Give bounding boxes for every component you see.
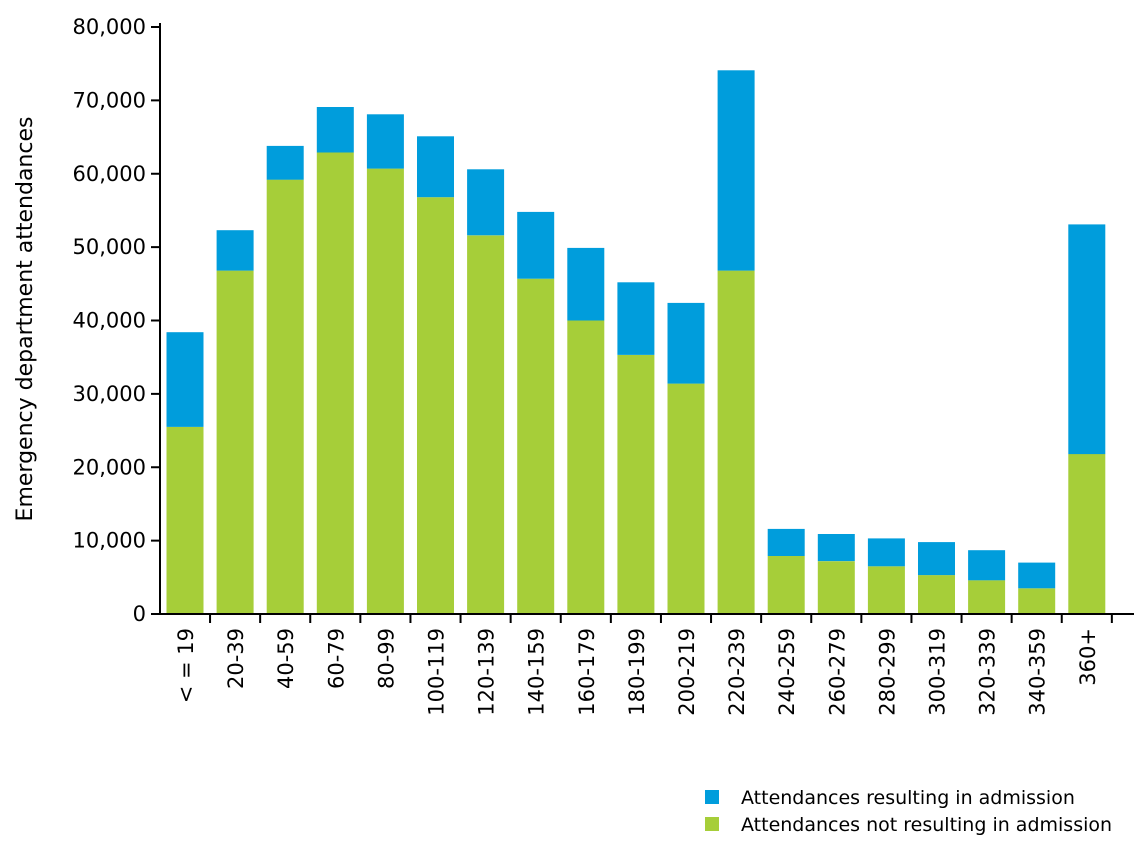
bar-admitted-14 [867, 538, 905, 567]
x-tick-label: 40-59 [274, 628, 298, 689]
x-tick-label: 360+ [1076, 628, 1100, 686]
x-tick-label: 300-319 [926, 628, 950, 716]
bar-admitted-6 [467, 169, 505, 236]
bar-admitted-1 [216, 230, 254, 271]
y-tick-label: 80,000 [73, 15, 146, 39]
bar-not-admitted-17 [1018, 588, 1056, 614]
legend-label: Attendances not resulting in admission [741, 814, 1112, 836]
bar-admitted-15 [918, 542, 955, 576]
y-tick-label: 0 [133, 602, 146, 626]
bar-not-admitted-11 [717, 270, 755, 614]
bars-group [166, 70, 1106, 614]
bar-admitted-7 [517, 211, 555, 279]
bar-admitted-4 [366, 114, 404, 169]
x-tick-label: 120-139 [475, 628, 499, 716]
x-tick-label: 140-159 [525, 628, 549, 716]
bar-admitted-5 [417, 136, 454, 198]
bar-not-admitted-15 [918, 575, 955, 614]
bar-not-admitted-13 [817, 561, 855, 614]
y-tick-label: 10,000 [73, 529, 146, 553]
bar-not-admitted-9 [617, 355, 655, 614]
legend-swatch [705, 790, 719, 804]
bar-not-admitted-0 [166, 426, 204, 614]
x-tick-label: 60-79 [324, 628, 348, 689]
bar-not-admitted-8 [567, 320, 605, 614]
legend-swatch [705, 817, 719, 831]
x-tick-label: 280-299 [875, 628, 899, 716]
x-tick-label: 180-199 [625, 628, 649, 716]
legend: Attendances resulting in admission Attend… [705, 787, 1112, 836]
x-tick-label: 260-279 [825, 628, 849, 716]
bar-admitted-18 [1068, 224, 1106, 455]
legend-label: Attendances resulting in admission [741, 787, 1075, 809]
bar-admitted-13 [817, 534, 855, 562]
x-tick-label: 200-219 [675, 628, 699, 716]
y-tick-label: 50,000 [73, 235, 146, 259]
bar-not-admitted-18 [1068, 454, 1106, 614]
bar-admitted-12 [767, 528, 805, 556]
x-tick-label: 160-179 [575, 628, 599, 716]
bar-not-admitted-16 [968, 580, 1006, 614]
bar-admitted-2 [266, 145, 304, 180]
bar-admitted-9 [617, 282, 655, 355]
bar-admitted-8 [567, 247, 605, 321]
y-axis-ticks: 0 10,000 20,000 30,000 40,000 50,000 60,000 70,… [73, 15, 160, 626]
y-axis-title: Emergency department attendances [13, 117, 38, 522]
y-tick-label: 20,000 [73, 455, 146, 479]
bar-not-admitted-7 [517, 278, 555, 614]
bar-not-admitted-5 [417, 197, 454, 614]
bar-admitted-10 [667, 302, 705, 384]
y-tick-label: 60,000 [73, 162, 146, 186]
x-axis-ticks: < = 19 20-39 40-59 60-79 80-99 100-119 120-139… [174, 614, 1113, 716]
y-tick-label: 70,000 [73, 88, 146, 112]
x-tick-label: 20-39 [224, 628, 248, 689]
x-tick-label: 340-359 [1026, 628, 1050, 716]
bar-admitted-3 [316, 107, 354, 153]
bar-not-admitted-14 [867, 566, 905, 614]
x-tick-label: 100-119 [425, 628, 449, 716]
bar-admitted-0 [166, 332, 204, 427]
bar-admitted-16 [968, 550, 1006, 581]
x-tick-label: < = 19 [174, 628, 198, 703]
y-tick-label: 30,000 [73, 382, 146, 406]
bar-not-admitted-10 [667, 383, 705, 614]
bar-not-admitted-3 [316, 152, 354, 614]
axes-group [159, 23, 1134, 615]
x-tick-label: 320-339 [976, 628, 1000, 716]
bar-admitted-11 [717, 70, 755, 271]
bar-not-admitted-2 [266, 179, 304, 614]
bar-not-admitted-12 [767, 556, 805, 614]
bar-not-admitted-1 [216, 270, 254, 614]
y-tick-label: 40,000 [73, 309, 146, 333]
x-tick-label: 240-259 [775, 628, 799, 716]
x-tick-label: 220-239 [725, 628, 749, 716]
bar-admitted-17 [1018, 562, 1056, 589]
bar-not-admitted-6 [467, 235, 505, 614]
bar-not-admitted-4 [366, 168, 404, 614]
x-tick-label: 80-99 [374, 628, 398, 689]
